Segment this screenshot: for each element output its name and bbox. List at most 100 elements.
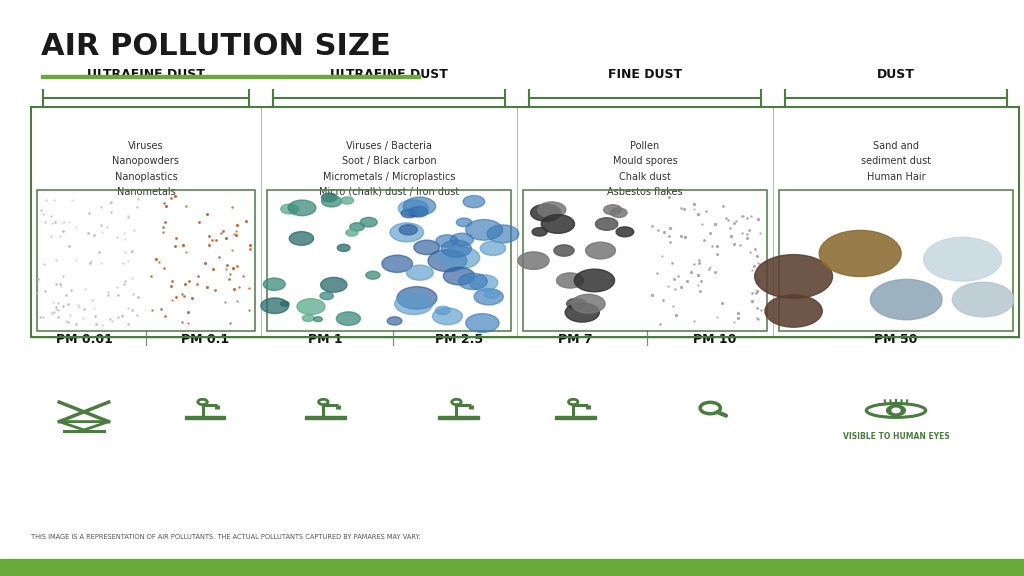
Circle shape xyxy=(403,197,435,215)
Circle shape xyxy=(440,247,479,269)
Circle shape xyxy=(297,299,325,314)
Text: PM 10: PM 10 xyxy=(693,332,736,346)
Circle shape xyxy=(892,408,900,412)
Circle shape xyxy=(480,241,506,256)
Circle shape xyxy=(441,240,471,257)
Text: Viruses / Bacteria
Soot / Black carbon
Micrometals / Microplastics
Micro (chalk): Viruses / Bacteria Soot / Black carbon M… xyxy=(319,141,459,197)
Circle shape xyxy=(487,225,519,243)
Text: PM 50: PM 50 xyxy=(874,332,918,346)
Bar xyxy=(41,75,420,78)
Circle shape xyxy=(484,290,500,298)
Circle shape xyxy=(322,196,342,207)
Text: Viruses
Nanopowders
Nanoplastics
Nanometals: Viruses Nanopowders Nanoplastics Nanomet… xyxy=(113,141,179,197)
Circle shape xyxy=(313,317,323,321)
Circle shape xyxy=(819,230,901,276)
Circle shape xyxy=(616,227,634,237)
Circle shape xyxy=(289,232,313,245)
Circle shape xyxy=(399,225,418,235)
Text: THIS IMAGE IS A REPRESENTATION OF AIR POLLUTANTS. THE ACTUAL POLLUTANTS CAPTURED: THIS IMAGE IS A REPRESENTATION OF AIR PO… xyxy=(31,534,420,540)
Circle shape xyxy=(302,315,314,321)
Circle shape xyxy=(321,278,347,292)
Circle shape xyxy=(443,267,475,285)
Text: Sand and
sediment dust
Human Hair: Sand and sediment dust Human Hair xyxy=(861,141,931,181)
Text: VISIBLE TO HUMAN EYES: VISIBLE TO HUMAN EYES xyxy=(843,432,949,441)
Circle shape xyxy=(538,202,566,218)
Circle shape xyxy=(557,273,584,288)
Bar xyxy=(31,107,1019,337)
Text: FINE DUST: FINE DUST xyxy=(608,67,682,81)
Circle shape xyxy=(565,303,599,322)
Circle shape xyxy=(469,275,498,291)
Circle shape xyxy=(322,193,337,202)
Circle shape xyxy=(595,218,617,230)
Text: PM 0.1: PM 0.1 xyxy=(181,332,228,346)
Circle shape xyxy=(586,242,615,259)
Circle shape xyxy=(288,200,315,215)
Bar xyxy=(184,416,225,419)
Circle shape xyxy=(336,312,360,325)
Circle shape xyxy=(755,255,833,298)
Circle shape xyxy=(414,240,439,255)
Circle shape xyxy=(394,293,432,314)
Circle shape xyxy=(360,217,377,227)
Circle shape xyxy=(436,235,458,247)
Circle shape xyxy=(398,200,428,217)
Circle shape xyxy=(952,282,1014,317)
Bar xyxy=(305,416,346,419)
Circle shape xyxy=(382,255,413,272)
Circle shape xyxy=(518,252,549,270)
Bar xyxy=(555,416,596,419)
Bar xyxy=(0,559,1024,576)
Bar xyxy=(37,190,255,331)
Circle shape xyxy=(466,314,499,332)
Circle shape xyxy=(457,218,472,227)
Circle shape xyxy=(474,289,503,305)
Circle shape xyxy=(397,287,437,309)
Text: |: | xyxy=(389,329,395,346)
Text: PM 2.5: PM 2.5 xyxy=(435,332,482,346)
Circle shape xyxy=(341,197,353,204)
Circle shape xyxy=(542,215,574,233)
Circle shape xyxy=(887,405,905,416)
Text: PM 7: PM 7 xyxy=(558,332,593,346)
Circle shape xyxy=(924,237,1001,281)
Circle shape xyxy=(574,269,614,292)
Circle shape xyxy=(451,233,473,246)
Circle shape xyxy=(610,208,627,217)
Circle shape xyxy=(281,301,289,306)
Circle shape xyxy=(566,298,586,309)
Circle shape xyxy=(466,219,503,240)
Circle shape xyxy=(390,223,424,242)
Bar xyxy=(267,190,511,331)
Text: DUST: DUST xyxy=(878,67,914,81)
Circle shape xyxy=(530,204,561,221)
Text: ULTRAFINE DUST: ULTRAFINE DUST xyxy=(330,67,449,81)
Circle shape xyxy=(407,265,433,280)
Text: PM 0.01: PM 0.01 xyxy=(55,332,113,346)
Circle shape xyxy=(263,278,286,290)
Circle shape xyxy=(261,298,289,313)
Circle shape xyxy=(604,204,622,215)
Circle shape xyxy=(870,279,942,320)
Text: Pollen
Mould spores
Chalk dust
Asbestos flakes: Pollen Mould spores Chalk dust Asbestos … xyxy=(607,141,683,197)
Circle shape xyxy=(554,245,574,256)
Circle shape xyxy=(319,292,334,300)
Circle shape xyxy=(366,271,380,279)
Circle shape xyxy=(532,228,547,236)
Text: PM 1: PM 1 xyxy=(308,332,343,346)
Circle shape xyxy=(432,308,462,325)
Circle shape xyxy=(346,229,358,236)
Bar xyxy=(779,190,1013,331)
Circle shape xyxy=(281,204,298,214)
Circle shape xyxy=(337,244,350,251)
Circle shape xyxy=(571,294,605,313)
Text: |: | xyxy=(142,329,148,346)
Circle shape xyxy=(387,317,402,325)
Circle shape xyxy=(428,250,467,271)
Bar xyxy=(523,190,767,331)
Circle shape xyxy=(401,209,417,218)
Circle shape xyxy=(463,195,484,208)
Text: AIR POLLUTION SIZE: AIR POLLUTION SIZE xyxy=(41,32,391,60)
Circle shape xyxy=(435,306,451,314)
Text: ULTRAFINE DUST: ULTRAFINE DUST xyxy=(87,67,205,81)
